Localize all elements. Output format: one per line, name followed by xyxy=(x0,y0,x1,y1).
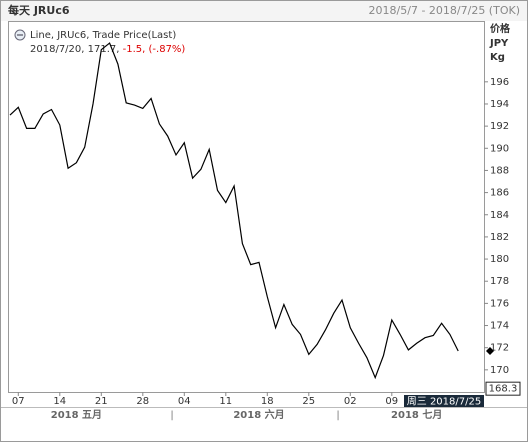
legend-values: 2018/7/20, 171.7, -1.5, (-.87%) xyxy=(30,44,185,55)
x-tick-label: 09 xyxy=(385,396,398,407)
y-tick-label: 176 xyxy=(490,298,509,309)
crosshair-date-box xyxy=(404,395,484,407)
crosshair-price-box xyxy=(485,381,521,396)
x-tick-label: 14 xyxy=(53,396,66,407)
y-tick-label: 182 xyxy=(490,232,509,243)
legend-date: 2018/7/20 xyxy=(30,44,81,55)
plot-frame xyxy=(8,21,485,393)
month-separator: | xyxy=(336,410,339,421)
last-price-marker xyxy=(486,347,494,356)
y-axis-label: 价格 xyxy=(490,22,511,35)
month-label: 2018 六月 xyxy=(233,408,284,421)
x-tick-label: 11 xyxy=(219,396,232,407)
y-axis-label: JPY xyxy=(489,38,509,49)
y-axis-label: Kg xyxy=(490,52,505,63)
header-bar xyxy=(1,1,527,21)
y-tick-label: 196 xyxy=(490,77,509,88)
x-tick-label: 25 xyxy=(302,396,315,407)
y-tick-label: 194 xyxy=(490,99,509,110)
y-tick-label: 172 xyxy=(490,343,509,354)
price-line xyxy=(9,42,459,380)
x-tick-label: 07 xyxy=(12,396,25,407)
legend-entry: Line, JRUc6, Trade Price(Last) xyxy=(30,30,176,41)
x-tick-label: 21 xyxy=(95,396,108,407)
crosshair-date: 周三 2018/7/25 xyxy=(407,396,481,408)
x-tick-label: 02 xyxy=(344,396,357,407)
y-tick-label: 178 xyxy=(490,276,509,287)
legend-change-pct: (-.87%) xyxy=(149,44,186,55)
y-tick-label: 170 xyxy=(490,365,509,376)
x-tick-label: 18 xyxy=(261,396,274,407)
month-label: 2018 五月 xyxy=(51,409,102,421)
month-label: 2018 七月 xyxy=(391,408,442,421)
y-tick-label: 188 xyxy=(490,165,509,176)
y-tick-label: 184 xyxy=(490,210,509,221)
chart-subtitle: 2018/5/7 - 2018/7/25 (TOK) xyxy=(369,4,520,17)
x-tick-label: 04 xyxy=(178,396,191,407)
y-tick-label: 186 xyxy=(490,188,509,199)
y-tick-label: 190 xyxy=(490,143,509,154)
y-tick-label: 174 xyxy=(490,321,509,332)
y-tick-label: 180 xyxy=(490,254,509,265)
y-tick-label: 192 xyxy=(490,121,509,132)
month-separator: | xyxy=(170,410,173,421)
chart-title: 每天 JRUc6 xyxy=(8,3,70,17)
legend-change: -1.5 xyxy=(123,44,143,55)
crosshair-price: 168.3 xyxy=(489,384,518,395)
x-tick-label: 28 xyxy=(136,396,149,407)
